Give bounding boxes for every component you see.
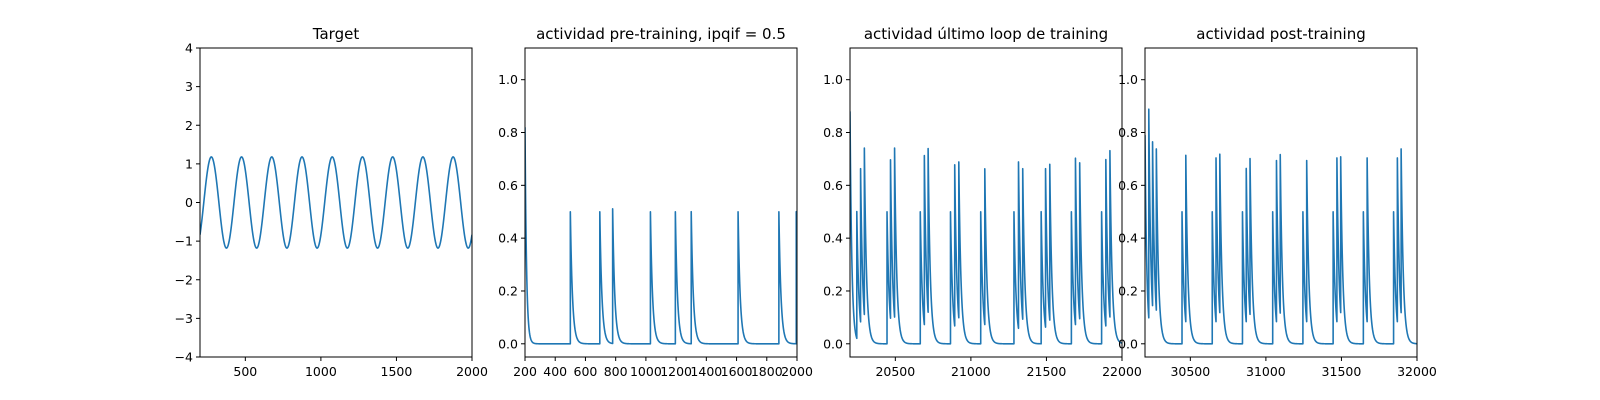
subplot-3: actividad último loop de training 20500 21…: [823, 25, 1142, 379]
y-tick-label: 1: [185, 156, 193, 171]
y-tick-label: −4: [175, 350, 193, 365]
y-tick-label: −3: [175, 311, 193, 326]
y-tick-label: −2: [175, 272, 193, 287]
y-tick-label: 2: [185, 118, 193, 133]
chart-title: actividad post-training: [1196, 25, 1365, 43]
chart-title: actividad último loop de training: [864, 25, 1108, 43]
x-tick-label: 500: [233, 364, 257, 379]
plot-frame: [1144, 47, 1418, 358]
y-tick-label: 0.2: [1118, 283, 1138, 298]
x-tick-label: 1400: [690, 364, 722, 379]
x-tick-label: 22000: [1102, 364, 1142, 379]
x-tick-label: 31500: [1322, 364, 1362, 379]
chart-title: actividad pre-training, ipqif = 0.5: [536, 25, 786, 43]
x-tick-label: 200: [513, 364, 537, 379]
x-tick-label: 1600: [721, 364, 753, 379]
x-tick-label: 21500: [1027, 364, 1067, 379]
y-tick-label: 1.0: [1118, 72, 1138, 87]
series-line: [525, 127, 797, 345]
y-tick-label: 3: [185, 79, 193, 94]
x-tick-label: 1000: [305, 364, 337, 379]
plot-frame: [849, 47, 1123, 358]
y-tick-label: −1: [175, 234, 193, 249]
x-tick-label: 20500: [875, 364, 915, 379]
y-tick-label: 0.6: [1118, 178, 1138, 193]
x-tick-label: 800: [604, 364, 628, 379]
x-tick-label: 1200: [660, 364, 692, 379]
x-tick-label: 32000: [1397, 364, 1437, 379]
y-tick-label: 0.0: [823, 336, 843, 351]
y-tick-label: 0.0: [1118, 336, 1138, 351]
x-tick-label: 2000: [781, 364, 813, 379]
y-tick-label: 0.8: [498, 125, 518, 140]
y-tick-label: 0.6: [498, 178, 518, 193]
x-tick-label: 1800: [751, 364, 783, 379]
y-tick-label: 0.8: [1118, 125, 1138, 140]
subplot-4: actividad post-training 30500 31000 31500 32…: [1118, 25, 1437, 379]
subplot-1: Target 500 1000 1500 2000 −4 −3 −2 −1 0 1 2 3 4: [175, 25, 488, 379]
y-tick-label: 1.0: [823, 72, 843, 87]
y-tick-label: 0.4: [823, 231, 843, 246]
chart-title: Target: [312, 25, 360, 43]
plot-frame: [524, 47, 798, 358]
y-tick-label: 0.4: [498, 231, 518, 246]
subplot-2: actividad pre-training, ipqif = 0.5 200 40…: [498, 25, 813, 379]
y-tick-label: 1.0: [498, 72, 518, 87]
y-tick-label: 4: [185, 41, 193, 56]
y-tick-label: 0.6: [823, 178, 843, 193]
x-tick-label: 31000: [1246, 364, 1286, 379]
x-tick-label: 21000: [951, 364, 991, 379]
series-line: [200, 156, 472, 249]
x-tick-label: 1500: [381, 364, 413, 379]
y-tick-label: 0: [185, 195, 193, 210]
y-tick-label: 0.4: [1118, 231, 1138, 246]
y-tick-label: 0.8: [823, 125, 843, 140]
x-tick-label: 1000: [630, 364, 662, 379]
x-tick-label: 600: [574, 364, 598, 379]
x-tick-label: 400: [543, 364, 567, 379]
x-tick-label: 30500: [1170, 364, 1210, 379]
x-tick-label: 2000: [456, 364, 488, 379]
y-tick-label: 0.2: [823, 283, 843, 298]
y-tick-label: 0.0: [498, 336, 518, 351]
y-tick-label: 0.2: [498, 283, 518, 298]
series-line: [1145, 108, 1417, 345]
series-line: [850, 111, 1122, 345]
